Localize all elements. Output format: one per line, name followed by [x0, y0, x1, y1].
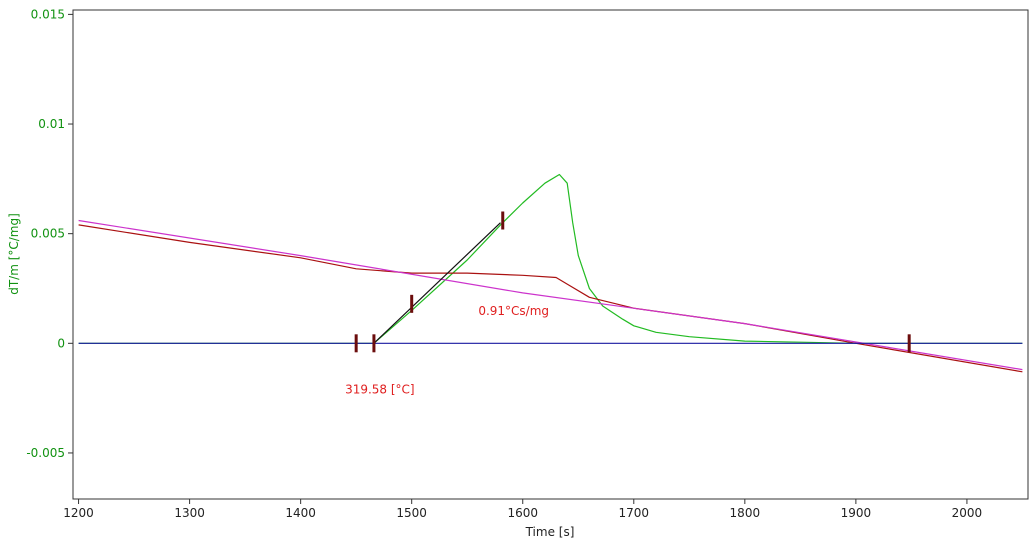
y-axis: -0.005 0 0.005 0.01 0.015: [26, 7, 73, 460]
x-tick-label: 1600: [507, 506, 538, 520]
series-layer: [78, 173, 1023, 373]
plot-frame: [72, 9, 1029, 500]
x-tick-label: 1300: [174, 506, 205, 520]
series-line-onset_tangent: [373, 222, 501, 344]
annotation-2: 319.58 [°C]: [345, 383, 415, 397]
x-tick-label: 1500: [396, 506, 427, 520]
x-axis: 1200 1300 1400 1500 1600 1700 1800 1900 2000: [63, 499, 982, 520]
y-tick-label: -0.005: [26, 446, 65, 460]
y-tick-label: 0.01: [38, 117, 65, 131]
y-tick-label: 0: [57, 336, 65, 350]
x-tick-label: 1800: [730, 506, 761, 520]
x-tick-label: 2000: [952, 506, 983, 520]
y-tick-label: 0.015: [31, 7, 65, 21]
x-axis-title: Time [s]: [525, 525, 575, 539]
annotation-layer: 0.91°Cs/mg 319.58 [°C]: [345, 304, 549, 397]
x-tick-label: 1700: [619, 506, 650, 520]
x-tick-label: 1900: [841, 506, 872, 520]
annotation-1: 0.91°Cs/mg: [478, 304, 549, 318]
y-axis-title: dT/m [°C/mg]: [7, 213, 21, 295]
x-tick-label: 1200: [63, 506, 94, 520]
x-tick-label: 1400: [285, 506, 316, 520]
series-line-measured: [78, 173, 1023, 344]
y-tick-label: 0.005: [31, 227, 65, 241]
marker-layer: [354, 211, 911, 353]
series-line-baseline_fit: [78, 219, 1023, 371]
